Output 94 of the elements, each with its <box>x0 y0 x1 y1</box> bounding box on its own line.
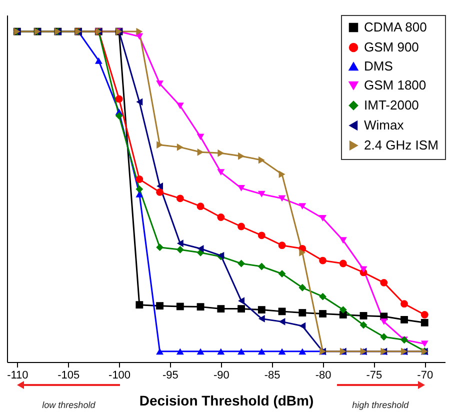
point <box>94 57 102 64</box>
point <box>339 306 347 314</box>
point <box>299 322 306 330</box>
point <box>339 260 347 268</box>
point <box>360 312 368 320</box>
point <box>278 195 286 202</box>
point <box>217 169 225 176</box>
point <box>156 80 164 87</box>
point <box>136 176 144 183</box>
point <box>197 244 204 252</box>
text: high threshold <box>352 400 409 410</box>
point <box>319 256 326 264</box>
x-tick-label: -75 <box>366 370 382 382</box>
point <box>217 305 225 312</box>
point <box>278 318 286 326</box>
point <box>380 333 388 341</box>
point <box>380 278 388 286</box>
x-tick-label: -105 <box>58 370 80 382</box>
point <box>298 203 306 210</box>
point <box>196 348 204 355</box>
point <box>278 170 286 178</box>
point <box>156 188 164 196</box>
point <box>156 141 163 149</box>
point <box>299 248 306 256</box>
point <box>360 321 368 329</box>
point <box>196 303 204 311</box>
x-tick-label: -110 <box>7 370 28 382</box>
point <box>420 318 428 326</box>
point <box>196 202 204 210</box>
point <box>156 302 164 310</box>
point <box>380 318 388 325</box>
point <box>298 348 306 355</box>
point <box>238 305 245 312</box>
point <box>258 306 266 314</box>
point <box>319 310 326 318</box>
legend-label: CDMA 800 <box>364 20 427 34</box>
point <box>136 28 143 36</box>
point <box>258 232 266 240</box>
point <box>217 348 225 355</box>
point <box>258 156 265 164</box>
point <box>176 348 184 355</box>
x-tick-label: -95 <box>162 370 178 382</box>
point <box>196 134 204 140</box>
point <box>176 102 184 110</box>
x-tick-label: -80 <box>315 370 332 382</box>
point <box>238 184 245 192</box>
text: low threshold <box>42 400 96 410</box>
point <box>136 301 144 309</box>
x-tick-label: -70 <box>417 370 434 382</box>
point <box>339 237 347 244</box>
point <box>238 348 245 355</box>
point <box>278 348 286 355</box>
point <box>400 316 408 324</box>
point <box>156 348 164 355</box>
point <box>156 182 163 190</box>
point <box>278 242 286 250</box>
point <box>136 185 144 193</box>
point <box>298 309 306 316</box>
point <box>218 149 224 157</box>
point <box>258 315 265 322</box>
legend-label: 2.4 GHz ISM <box>364 138 438 152</box>
point <box>156 244 164 252</box>
point <box>420 340 428 348</box>
point <box>176 240 184 248</box>
point <box>176 143 184 151</box>
point <box>400 300 408 308</box>
point <box>258 348 266 355</box>
point <box>238 297 244 305</box>
legend-label: DMS <box>364 58 394 74</box>
point <box>238 222 245 230</box>
point <box>115 112 123 120</box>
point <box>258 262 266 270</box>
point <box>319 215 326 222</box>
legend-label: IMT-2000 <box>364 98 419 112</box>
x-axis-title: Decision Threshold (dBm) <box>139 392 314 408</box>
point <box>238 152 244 160</box>
point <box>136 98 143 106</box>
x-tick-label: -90 <box>213 370 230 382</box>
point <box>176 302 184 310</box>
point <box>278 308 286 316</box>
legend-label: GSM 1800 <box>364 78 426 92</box>
point <box>176 194 184 202</box>
point <box>217 214 225 221</box>
point <box>176 246 184 254</box>
point <box>360 266 368 273</box>
x-tick-label: -85 <box>264 370 280 382</box>
legend-label: Wimax <box>364 118 404 132</box>
point <box>298 284 306 292</box>
point <box>115 95 123 103</box>
point <box>420 311 428 318</box>
point <box>319 292 326 300</box>
legend-label: GSM 900 <box>364 40 419 54</box>
point <box>258 190 266 198</box>
x-tick-label: -100 <box>108 370 131 382</box>
